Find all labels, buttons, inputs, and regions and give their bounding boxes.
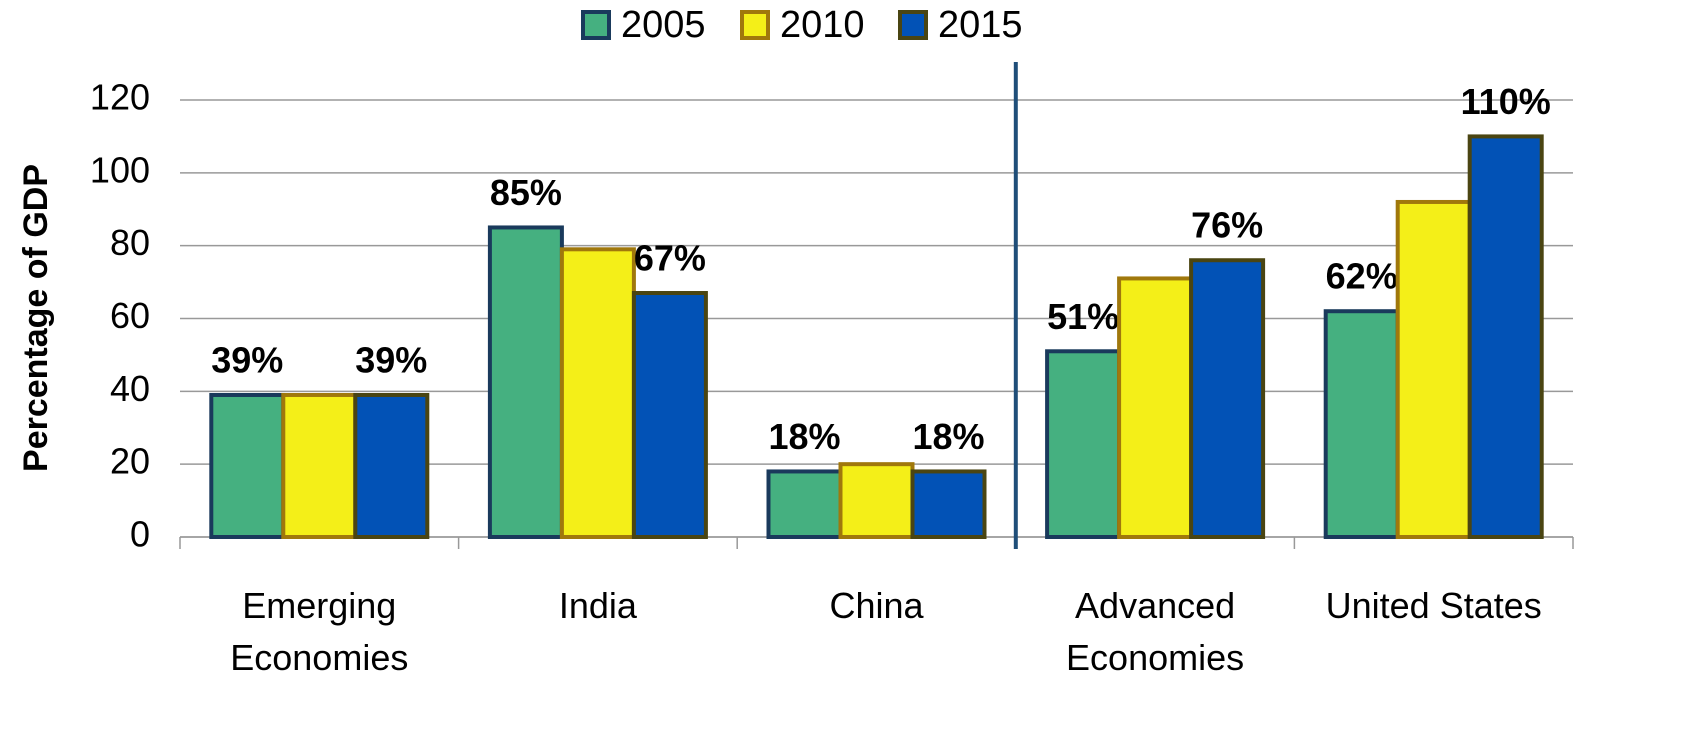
value-label: 18% bbox=[912, 416, 984, 457]
x-tick-label-line: India bbox=[559, 585, 638, 626]
value-label: 110% bbox=[1461, 81, 1551, 122]
x-tick-label: United States bbox=[1326, 585, 1542, 626]
x-tick-label-line: Economies bbox=[230, 637, 408, 678]
bar bbox=[281, 392, 358, 539]
y-tick-label: 100 bbox=[90, 149, 150, 190]
legend-swatch bbox=[581, 10, 611, 40]
bar bbox=[910, 469, 987, 540]
x-tick-label-line: Economies bbox=[1066, 637, 1244, 678]
value-label: 67% bbox=[634, 238, 706, 279]
value-label: 51% bbox=[1047, 296, 1119, 337]
value-label: 76% bbox=[1191, 205, 1263, 246]
legend-label: 2015 bbox=[938, 4, 1023, 46]
bar bbox=[1395, 199, 1472, 539]
bar bbox=[209, 392, 286, 539]
bar bbox=[1045, 349, 1122, 539]
bar bbox=[1467, 134, 1544, 540]
bar bbox=[631, 291, 708, 539]
x-tick-label: India bbox=[559, 585, 638, 626]
x-tick-label-line: China bbox=[829, 585, 924, 626]
value-label: 18% bbox=[768, 416, 840, 457]
value-label: 62% bbox=[1326, 256, 1398, 297]
x-tick-label-line: United States bbox=[1326, 585, 1542, 626]
value-label: 85% bbox=[490, 172, 562, 213]
value-label: 39% bbox=[211, 339, 283, 380]
y-tick-label: 120 bbox=[90, 77, 150, 118]
bar bbox=[1323, 309, 1400, 540]
x-tick-label-line: Advanced bbox=[1075, 585, 1235, 626]
legend-label: 2005 bbox=[621, 4, 706, 46]
bar bbox=[1189, 258, 1266, 539]
bar bbox=[766, 469, 843, 540]
y-tick-label: 0 bbox=[130, 514, 150, 555]
y-axis-label: Percentage of GDP bbox=[17, 164, 55, 472]
y-tick-label: 80 bbox=[110, 222, 150, 263]
x-tick-label-line: Emerging bbox=[242, 585, 396, 626]
legend-swatch bbox=[898, 10, 928, 40]
x-tick-label: Advanced Economies bbox=[1066, 585, 1244, 678]
bar bbox=[487, 225, 564, 539]
bar bbox=[353, 392, 430, 539]
x-tick-label: China bbox=[829, 585, 924, 626]
legend-label: 2010 bbox=[780, 4, 865, 46]
y-tick-label: 40 bbox=[110, 368, 150, 409]
x-tick-label: Emerging Economies bbox=[230, 585, 408, 678]
bar bbox=[1117, 276, 1194, 539]
legend-swatch bbox=[740, 10, 770, 40]
y-tick-label: 60 bbox=[110, 295, 150, 336]
bar bbox=[559, 247, 636, 540]
y-tick-label: 20 bbox=[110, 441, 150, 482]
bar bbox=[838, 462, 915, 539]
value-label: 39% bbox=[355, 339, 427, 380]
